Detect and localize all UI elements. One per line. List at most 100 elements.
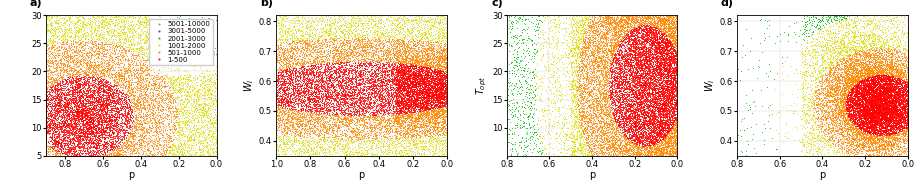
- Point: [109, 123, 124, 126]
- Point: [311, 28, 326, 31]
- Point: [663, 145, 678, 148]
- Point: [878, 59, 893, 62]
- Point: [271, 99, 286, 102]
- Point: [340, 77, 355, 80]
- Point: [325, 154, 339, 157]
- Point: [297, 49, 312, 52]
- Point: [669, 132, 684, 135]
- Point: [416, 33, 431, 36]
- Point: [628, 62, 643, 65]
- Point: [383, 30, 398, 33]
- Point: [646, 120, 660, 123]
- Point: [624, 34, 639, 37]
- Point: [91, 121, 105, 124]
- Point: [861, 138, 876, 141]
- Point: [420, 100, 435, 103]
- Point: [382, 108, 397, 111]
- Point: [309, 145, 324, 148]
- Point: [275, 25, 290, 28]
- Point: [159, 90, 173, 93]
- Point: [39, 94, 53, 97]
- Point: [287, 112, 302, 115]
- Point: [864, 107, 878, 110]
- Point: [641, 136, 656, 139]
- Point: [381, 62, 396, 65]
- Point: [869, 96, 884, 99]
- Point: [399, 149, 414, 152]
- Point: [304, 63, 318, 66]
- Point: [834, 17, 849, 21]
- Point: [668, 121, 683, 124]
- Point: [595, 37, 610, 40]
- Point: [89, 56, 104, 59]
- Point: [854, 61, 868, 64]
- Point: [885, 74, 900, 77]
- Point: [661, 149, 676, 152]
- Point: [208, 90, 223, 93]
- Point: [68, 112, 83, 115]
- Point: [547, 101, 561, 104]
- Point: [70, 113, 84, 116]
- Point: [900, 95, 915, 98]
- Point: [871, 76, 886, 79]
- Point: [883, 26, 898, 29]
- Point: [879, 122, 894, 125]
- Point: [425, 109, 439, 112]
- Point: [867, 89, 882, 92]
- Point: [824, 67, 839, 70]
- Point: [662, 102, 677, 105]
- Point: [59, 143, 73, 146]
- Point: [625, 34, 640, 37]
- Point: [294, 83, 309, 86]
- Point: [621, 129, 635, 132]
- Point: [551, 74, 566, 77]
- Point: [878, 113, 893, 116]
- Point: [385, 79, 400, 82]
- Point: [882, 154, 897, 157]
- Point: [900, 72, 915, 75]
- Point: [326, 130, 340, 133]
- Point: [39, 145, 53, 148]
- Point: [660, 91, 675, 94]
- Point: [285, 102, 300, 105]
- Point: [116, 73, 131, 76]
- Point: [431, 108, 446, 111]
- Point: [580, 16, 594, 19]
- Point: [402, 121, 416, 124]
- Point: [341, 38, 356, 41]
- Point: [296, 129, 311, 132]
- Point: [899, 86, 913, 89]
- Point: [822, 85, 836, 88]
- Point: [399, 100, 414, 103]
- Point: [844, 40, 858, 43]
- Point: [327, 96, 342, 99]
- Point: [63, 15, 78, 18]
- Point: [666, 111, 680, 114]
- Point: [75, 80, 90, 83]
- Point: [197, 44, 212, 47]
- Point: [64, 154, 79, 157]
- Point: [134, 45, 149, 48]
- Point: [876, 109, 890, 112]
- Point: [414, 114, 429, 117]
- Point: [603, 89, 618, 92]
- Point: [367, 124, 381, 127]
- Point: [339, 92, 354, 95]
- Point: [78, 104, 93, 107]
- Point: [634, 72, 648, 75]
- Point: [881, 81, 896, 84]
- Point: [592, 149, 607, 152]
- Point: [633, 153, 647, 156]
- Point: [900, 121, 915, 124]
- Point: [332, 67, 347, 70]
- Point: [846, 94, 861, 97]
- Point: [868, 81, 883, 84]
- Point: [409, 67, 424, 70]
- Point: [392, 68, 407, 71]
- Point: [837, 80, 852, 83]
- Point: [849, 49, 864, 52]
- Point: [516, 21, 531, 24]
- Point: [877, 76, 891, 79]
- Point: [380, 79, 394, 82]
- Point: [285, 125, 300, 128]
